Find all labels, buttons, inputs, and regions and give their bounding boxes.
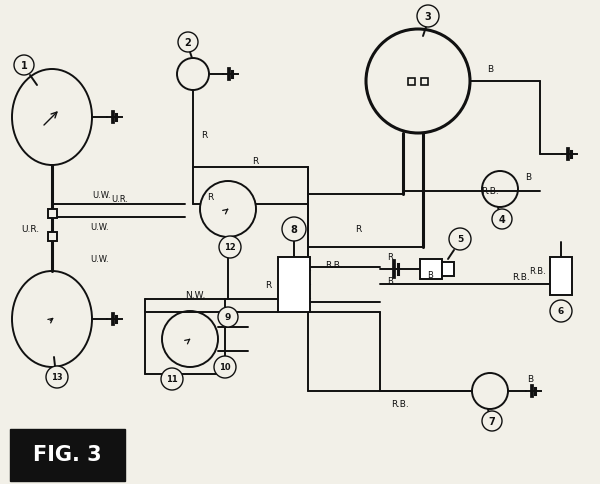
Text: R.B.: R.B. <box>481 187 499 196</box>
Text: R: R <box>252 157 258 166</box>
Text: 12: 12 <box>224 243 236 252</box>
Text: 2: 2 <box>185 38 191 48</box>
Text: R.B.: R.B. <box>325 260 343 269</box>
Text: B: B <box>487 65 493 75</box>
Text: 8: 8 <box>290 225 298 235</box>
Circle shape <box>550 301 572 322</box>
Text: U.W.: U.W. <box>92 190 110 199</box>
Circle shape <box>449 228 471 251</box>
Text: U.R.: U.R. <box>21 225 39 234</box>
Text: U.W.: U.W. <box>91 223 109 232</box>
Text: U.W.: U.W. <box>90 255 109 264</box>
Text: 5: 5 <box>457 235 463 244</box>
Text: U.R.: U.R. <box>112 195 128 204</box>
Circle shape <box>482 411 502 431</box>
Text: 7: 7 <box>488 416 496 426</box>
Bar <box>442 262 454 276</box>
Circle shape <box>492 210 512 229</box>
Bar <box>421 79 428 86</box>
Text: 3: 3 <box>425 12 431 22</box>
Text: B: B <box>427 270 433 279</box>
Text: R: R <box>207 193 213 202</box>
Bar <box>550 257 572 295</box>
Circle shape <box>46 366 68 388</box>
Text: 6: 6 <box>558 307 564 316</box>
Text: R.B.: R.B. <box>512 272 530 281</box>
Circle shape <box>214 356 236 378</box>
Text: B: B <box>387 277 393 286</box>
Text: R: R <box>387 253 393 262</box>
Circle shape <box>218 307 238 327</box>
Text: N.W.: N.W. <box>185 290 205 299</box>
Text: R.B.: R.B. <box>530 267 547 276</box>
Text: 1: 1 <box>20 61 28 71</box>
Bar <box>278 257 310 312</box>
Text: R.B.: R.B. <box>391 400 409 408</box>
Text: 9: 9 <box>225 313 231 322</box>
Text: R: R <box>201 130 207 139</box>
Text: 11: 11 <box>166 375 178 384</box>
Circle shape <box>178 33 198 53</box>
Text: 4: 4 <box>499 214 505 225</box>
Bar <box>10 429 125 481</box>
Text: 10: 10 <box>219 363 231 372</box>
Bar <box>48 232 57 242</box>
Circle shape <box>417 6 439 28</box>
Text: R: R <box>265 280 271 289</box>
Text: B: B <box>527 375 533 384</box>
Text: R: R <box>355 225 361 234</box>
Text: FIG. 3: FIG. 3 <box>32 444 101 464</box>
Bar <box>408 79 415 86</box>
Circle shape <box>282 217 306 242</box>
Circle shape <box>14 56 34 76</box>
Circle shape <box>219 237 241 258</box>
Text: 13: 13 <box>51 373 63 382</box>
Circle shape <box>161 368 183 390</box>
Bar <box>48 210 57 219</box>
Bar <box>420 259 442 279</box>
Text: B: B <box>525 173 531 182</box>
